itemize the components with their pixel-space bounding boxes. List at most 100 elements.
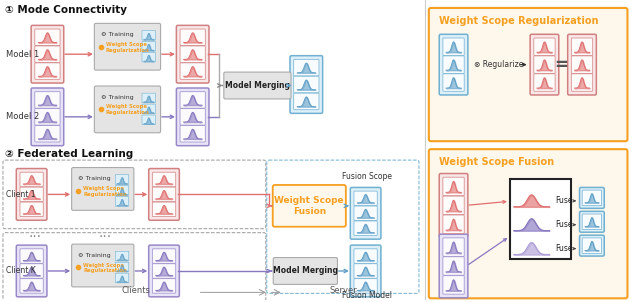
FancyBboxPatch shape bbox=[20, 202, 44, 217]
FancyBboxPatch shape bbox=[72, 168, 134, 210]
FancyBboxPatch shape bbox=[354, 264, 377, 278]
FancyBboxPatch shape bbox=[582, 190, 602, 206]
FancyBboxPatch shape bbox=[580, 188, 604, 208]
FancyBboxPatch shape bbox=[582, 214, 602, 230]
FancyBboxPatch shape bbox=[142, 104, 156, 114]
Text: Model 2: Model 2 bbox=[6, 112, 39, 121]
FancyBboxPatch shape bbox=[294, 93, 319, 110]
FancyBboxPatch shape bbox=[180, 126, 205, 142]
Text: Fuse: Fuse bbox=[556, 220, 573, 229]
FancyBboxPatch shape bbox=[35, 29, 60, 46]
FancyBboxPatch shape bbox=[354, 221, 377, 236]
FancyBboxPatch shape bbox=[572, 38, 593, 56]
Text: Weight Scope: Weight Scope bbox=[83, 186, 124, 191]
FancyBboxPatch shape bbox=[20, 264, 44, 278]
FancyBboxPatch shape bbox=[443, 238, 464, 256]
FancyBboxPatch shape bbox=[354, 279, 377, 293]
FancyBboxPatch shape bbox=[350, 188, 381, 239]
FancyBboxPatch shape bbox=[443, 56, 464, 73]
FancyBboxPatch shape bbox=[35, 46, 60, 63]
FancyBboxPatch shape bbox=[35, 109, 60, 125]
FancyBboxPatch shape bbox=[582, 238, 602, 253]
Text: ⊗ Regularize: ⊗ Regularize bbox=[474, 60, 524, 69]
Text: Regularization: Regularization bbox=[106, 110, 149, 115]
FancyBboxPatch shape bbox=[294, 59, 319, 76]
FancyBboxPatch shape bbox=[350, 245, 381, 297]
FancyBboxPatch shape bbox=[273, 185, 346, 227]
Text: Model Merging: Model Merging bbox=[273, 266, 338, 275]
FancyBboxPatch shape bbox=[115, 273, 129, 283]
FancyBboxPatch shape bbox=[534, 56, 555, 73]
FancyBboxPatch shape bbox=[439, 174, 468, 237]
FancyBboxPatch shape bbox=[534, 74, 555, 91]
FancyBboxPatch shape bbox=[115, 262, 129, 272]
FancyBboxPatch shape bbox=[94, 23, 161, 70]
FancyBboxPatch shape bbox=[148, 169, 179, 220]
FancyBboxPatch shape bbox=[142, 53, 156, 62]
FancyBboxPatch shape bbox=[568, 34, 596, 95]
Text: Regularization: Regularization bbox=[83, 268, 127, 274]
FancyBboxPatch shape bbox=[443, 74, 464, 91]
FancyBboxPatch shape bbox=[534, 38, 555, 56]
FancyBboxPatch shape bbox=[115, 197, 129, 206]
Text: Fuse: Fuse bbox=[556, 196, 573, 205]
FancyBboxPatch shape bbox=[142, 115, 156, 125]
Text: Weight Scope
Fusion: Weight Scope Fusion bbox=[275, 196, 344, 216]
Text: Fusion Model: Fusion Model bbox=[342, 291, 392, 300]
FancyBboxPatch shape bbox=[35, 63, 60, 79]
FancyBboxPatch shape bbox=[142, 41, 156, 51]
FancyBboxPatch shape bbox=[180, 63, 205, 79]
FancyBboxPatch shape bbox=[152, 172, 176, 187]
FancyBboxPatch shape bbox=[224, 72, 291, 99]
FancyBboxPatch shape bbox=[152, 202, 176, 217]
FancyBboxPatch shape bbox=[429, 149, 627, 298]
FancyBboxPatch shape bbox=[152, 264, 176, 278]
FancyBboxPatch shape bbox=[152, 249, 176, 263]
FancyBboxPatch shape bbox=[294, 76, 319, 93]
FancyBboxPatch shape bbox=[354, 191, 377, 206]
FancyBboxPatch shape bbox=[20, 279, 44, 293]
Text: =: = bbox=[554, 56, 568, 74]
Text: Fuse: Fuse bbox=[556, 244, 573, 253]
Text: Server: Server bbox=[329, 286, 356, 295]
FancyBboxPatch shape bbox=[177, 25, 209, 83]
Bar bbox=[510, 179, 571, 259]
FancyBboxPatch shape bbox=[20, 187, 44, 202]
Text: Model 1: Model 1 bbox=[6, 50, 39, 59]
FancyBboxPatch shape bbox=[180, 92, 205, 108]
Text: Fusion Scope: Fusion Scope bbox=[342, 172, 392, 181]
FancyBboxPatch shape bbox=[35, 92, 60, 108]
FancyBboxPatch shape bbox=[290, 56, 323, 113]
Text: ① Mode Connectivity: ① Mode Connectivity bbox=[5, 5, 127, 15]
FancyBboxPatch shape bbox=[443, 38, 464, 56]
Text: ⚙ Training: ⚙ Training bbox=[100, 32, 133, 37]
FancyBboxPatch shape bbox=[180, 29, 205, 46]
Text: Weight Scope Regularization: Weight Scope Regularization bbox=[439, 16, 598, 26]
FancyBboxPatch shape bbox=[572, 56, 593, 73]
FancyBboxPatch shape bbox=[20, 249, 44, 263]
FancyBboxPatch shape bbox=[180, 109, 205, 125]
FancyBboxPatch shape bbox=[16, 169, 47, 220]
Text: ⚙ Training: ⚙ Training bbox=[100, 95, 133, 100]
FancyBboxPatch shape bbox=[31, 88, 64, 146]
FancyBboxPatch shape bbox=[16, 245, 47, 297]
FancyBboxPatch shape bbox=[273, 258, 337, 284]
FancyBboxPatch shape bbox=[35, 126, 60, 142]
Text: Weight Scope: Weight Scope bbox=[106, 42, 147, 47]
Text: ···: ··· bbox=[98, 230, 111, 244]
FancyBboxPatch shape bbox=[94, 86, 161, 133]
Text: Clients: Clients bbox=[122, 286, 151, 295]
FancyBboxPatch shape bbox=[572, 74, 593, 91]
FancyBboxPatch shape bbox=[152, 187, 176, 202]
FancyBboxPatch shape bbox=[115, 186, 129, 195]
FancyBboxPatch shape bbox=[177, 88, 209, 146]
Text: Weight Scope: Weight Scope bbox=[83, 262, 124, 268]
FancyBboxPatch shape bbox=[354, 206, 377, 220]
FancyBboxPatch shape bbox=[72, 244, 134, 287]
FancyBboxPatch shape bbox=[152, 279, 176, 293]
FancyBboxPatch shape bbox=[115, 251, 129, 261]
Text: Client K: Client K bbox=[6, 266, 36, 275]
Text: Client 1: Client 1 bbox=[6, 190, 35, 199]
FancyBboxPatch shape bbox=[443, 257, 464, 275]
FancyBboxPatch shape bbox=[443, 276, 464, 294]
